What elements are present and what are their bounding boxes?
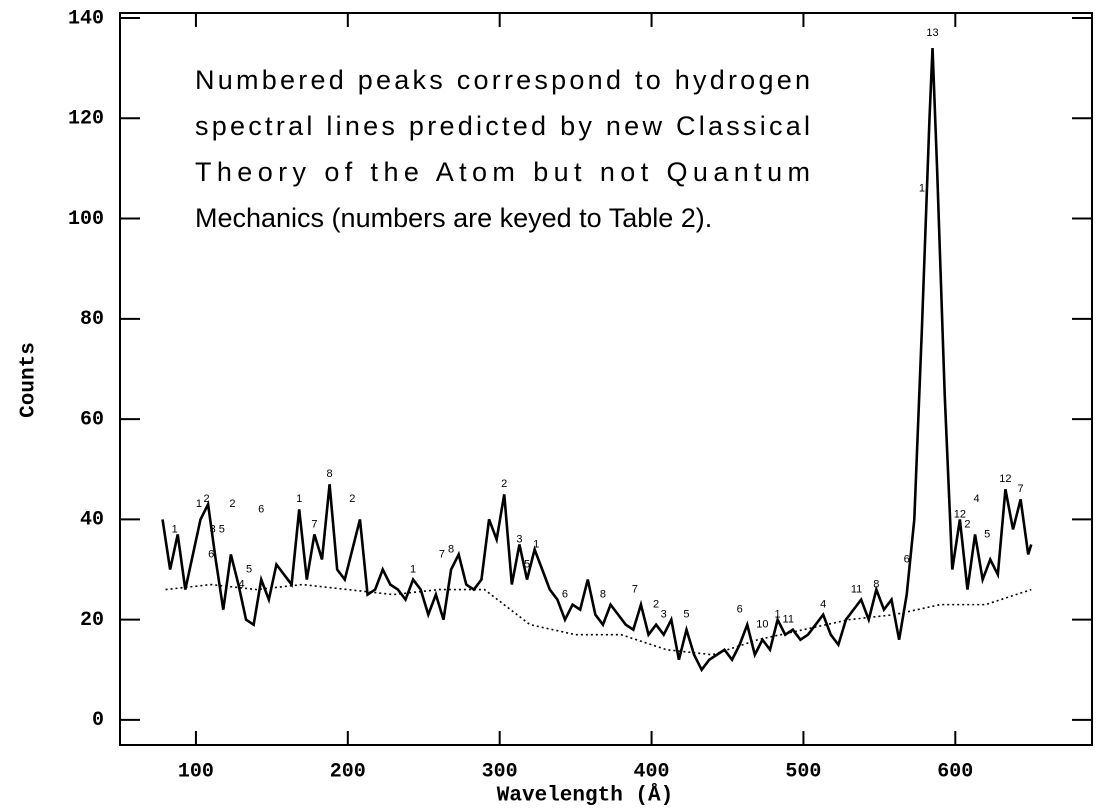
peak-label: 3 [661,609,667,621]
peak-label: 6 [208,548,214,560]
x-tick-label: 200 [330,760,366,783]
peak-label: 4 [238,578,244,590]
peak-label: 12 [954,508,966,520]
peak-label: 2 [229,498,235,510]
peak-label: 6 [258,503,264,515]
peak-label: 7 [632,583,638,595]
peak-label: 5 [524,558,530,570]
x-tick-label: 300 [482,760,518,783]
peak-label: 2 [964,518,970,530]
peak-label: 8 [448,543,454,555]
peak-label: 5 [683,609,689,621]
peak-label: 5 [246,563,252,575]
x-tick-label: 100 [178,760,214,783]
peak-label: 8 [600,588,606,600]
peak-label: 3 [210,523,216,535]
y-tick-label: 40 [80,509,104,532]
peak-label: 8 [327,468,333,480]
peak-label: 11 [783,614,794,626]
peak-label: 2 [653,599,659,611]
peak-label: 3 [516,533,522,545]
x-tick-label: 500 [785,760,821,783]
annotation-line: Mechanics (numbers are keyed to Table 2)… [195,203,712,233]
x-tick-label: 600 [937,760,973,783]
peak-label: 1 [410,563,416,575]
peak-label: 2 [349,493,355,505]
y-tick-label: 100 [68,208,104,231]
y-tick-label: 0 [92,709,104,732]
peak-label: 2 [204,493,210,505]
annotation-line: Theory of the Atom but not Quantum [195,157,810,187]
peak-label: 7 [439,548,445,560]
y-tick-label: 80 [80,308,104,331]
peak-label: 1 [172,523,178,535]
peak-label: 1 [775,609,781,621]
peak-label: 7 [1018,483,1024,495]
annotation-line: spectral lines predicted by new Classica… [195,111,810,141]
peak-label: 6 [904,553,910,565]
peak-label: 6 [562,588,568,600]
peak-label: 2 [501,478,507,490]
peak-label: 1 [533,538,539,550]
peak-label: 5 [219,523,225,535]
peak-label: 5 [984,528,990,540]
x-tick-label: 400 [634,760,670,783]
spectrum-line [161,48,1033,673]
y-axis-label: Counts [18,342,41,418]
peak-label: 1 [196,498,202,510]
y-tick-label: 120 [68,108,104,131]
y-tick-label: 60 [80,408,104,431]
y-tick-label: 140 [68,7,104,30]
y-tick-label: 20 [80,609,104,632]
peak-label: 13 [926,27,938,39]
peak-label: 1 [919,182,925,194]
plot-frame [119,12,1093,746]
x-axis-label: Wavelength (Å) [497,783,673,808]
peak-label: 7 [311,518,317,530]
peak-label: 4 [820,599,826,611]
peak-label: 10 [756,619,768,631]
peak-label: 8 [873,578,879,590]
peak-label: 1 [296,493,302,505]
peak-label: 12 [999,473,1011,485]
annotation-line: Numbered peaks correspond to hydrogen [195,65,810,95]
peak-label: 6 [737,604,743,616]
peak-label: 4 [974,493,980,505]
spectrum-line [165,583,1032,656]
peak-label: 11 [851,583,862,595]
